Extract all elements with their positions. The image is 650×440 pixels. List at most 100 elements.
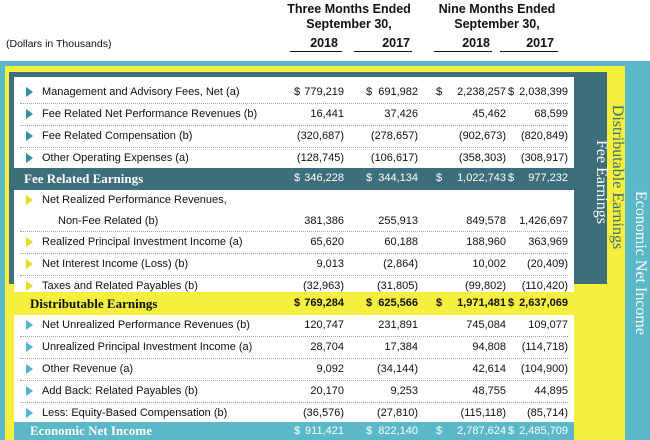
triangle-bullet-icon [26,386,33,396]
value-cell: (20,409) [527,258,568,270]
year-header-3m-2018: 2018 [310,36,338,50]
dollar-sign: $ [294,172,301,184]
dollars-note: (Dollars in Thousands) [6,38,112,50]
triangle-bullet-icon [26,87,33,97]
table-row: Management and Advisory Fees, Net (a) $ … [14,82,574,103]
row-label: Distributable Earnings [30,296,158,311]
value-cell: 10,002 [472,258,506,270]
table-row: Net Realized Performance Revenues, Non-F… [14,190,574,232]
value-cell: 822,140 [378,425,418,437]
value-cell: (115,118) [460,407,506,419]
dollar-sign: $ [366,86,373,98]
value-cell: (110,420) [521,280,568,292]
value-cell: 45,462 [472,108,506,120]
row-divider [20,380,568,381]
value-cell: (2,864) [383,258,418,270]
value-cell: 911,421 [305,425,344,437]
triangle-bullet-icon [26,259,33,269]
fee-related-earnings-row: Fee Related Earnings $ 346,228 $ 344,134… [14,168,574,190]
value-cell: 120,747 [304,319,344,331]
economic-net-income-row: Economic Net Income $ 911,421 $ 822,140 … [14,422,574,440]
table-row: Unrealized Principal Investment Income (… [14,337,574,358]
row-divider [20,275,568,276]
value-cell: 2,637,069 [519,297,568,309]
year-header-9m-2017: 2017 [526,36,554,50]
value-cell: 977,232 [528,172,568,184]
value-cell: 1,971,481 [457,297,506,309]
value-cell: 48,755 [472,385,506,397]
year-underline [354,51,412,52]
row-label: Net Realized Performance Revenues, [42,194,227,206]
row-label: Other Operating Expenses (a) [42,152,189,164]
value-cell: 745,084 [466,319,506,331]
triangle-bullet-icon [26,342,33,352]
value-cell: 849,578 [466,215,506,227]
value-cell: 1,426,697 [519,215,568,227]
triangle-bullet-icon [26,320,33,330]
year-underline [290,51,342,52]
value-cell: 2,038,399 [519,86,568,98]
dollar-sign: $ [366,425,373,437]
value-cell: 94,808 [472,341,506,353]
value-cell: (358,303) [458,152,506,164]
value-cell: 255,913 [378,215,418,227]
value-cell: 17,384 [384,341,418,353]
value-cell: 9,013 [316,258,344,270]
value-cell: 188,960 [466,236,506,248]
dollar-sign: $ [294,86,301,98]
value-cell: (32,963) [303,280,344,292]
year-underline [500,51,558,52]
triangle-bullet-icon [26,195,33,205]
row-label: Unrealized Principal Investment Income (… [42,341,253,353]
value-cell: (128,745) [296,152,344,164]
row-label-continued: Non-Fee Related (b) [58,215,159,227]
value-cell: (106,617) [370,152,418,164]
dollar-sign: $ [366,297,373,309]
dollar-sign: $ [436,297,443,309]
row-label: Net Unrealized Performance Revenues (b) [42,319,250,331]
value-cell: 109,077 [528,319,568,331]
row-label: Less: Equity-Based Compensation (b) [42,407,228,419]
dollar-sign: $ [508,297,515,309]
distributable-earnings-label: Distributable Earnings [609,104,626,250]
table-row: Fee Related Compensation (b) (320,687) (… [14,126,574,147]
dollar-sign: $ [436,172,443,184]
value-cell: 37,426 [384,108,418,120]
dollar-sign: $ [294,297,301,309]
three-months-header: Three Months Ended September 30, [287,2,411,31]
value-cell: 363,969 [528,236,568,248]
triangle-bullet-icon [26,237,33,247]
triangle-bullet-icon [26,131,33,141]
value-cell: 346,228 [304,172,344,184]
value-cell: 9,253 [390,385,418,397]
value-cell: (308,917) [520,152,568,164]
value-cell: 60,188 [384,236,418,248]
value-cell: (36,576) [303,407,344,419]
value-cell: 344,134 [378,172,418,184]
value-cell: (278,657) [370,130,418,142]
value-cell: 68,599 [534,108,568,120]
row-label: Taxes and Related Payables (b) [42,280,198,292]
value-cell: (31,805) [377,280,418,292]
dollar-sign: $ [366,172,373,184]
row-label: Net Interest Income (Loss) (b) [42,258,189,270]
value-cell: (320,687) [296,130,344,142]
table-row: Taxes and Related Payables (b) (32,963) … [14,276,574,297]
dollar-sign: $ [508,425,515,437]
year-header-3m-2017: 2017 [382,36,410,50]
value-cell: 28,704 [310,341,344,353]
value-cell: (114,718) [521,341,568,353]
year-underline [434,51,492,52]
row-label: Fee Related Net Performance Revenues (b) [42,108,258,120]
value-cell: (34,144) [377,363,418,375]
value-cell: 2,485,709 [519,425,568,437]
table-row: Less: Equity-Based Compensation (b) (36,… [14,403,574,424]
year-header-9m-2018: 2018 [462,36,490,50]
table-row: Other Operating Expenses (a) (128,745) (… [14,148,574,169]
triangle-bullet-icon [26,109,33,119]
value-cell: (27,810) [377,407,418,419]
row-divider [20,231,568,232]
value-cell: 381,386 [304,215,344,227]
value-cell: 16,441 [310,108,344,120]
dollar-sign: $ [436,86,443,98]
